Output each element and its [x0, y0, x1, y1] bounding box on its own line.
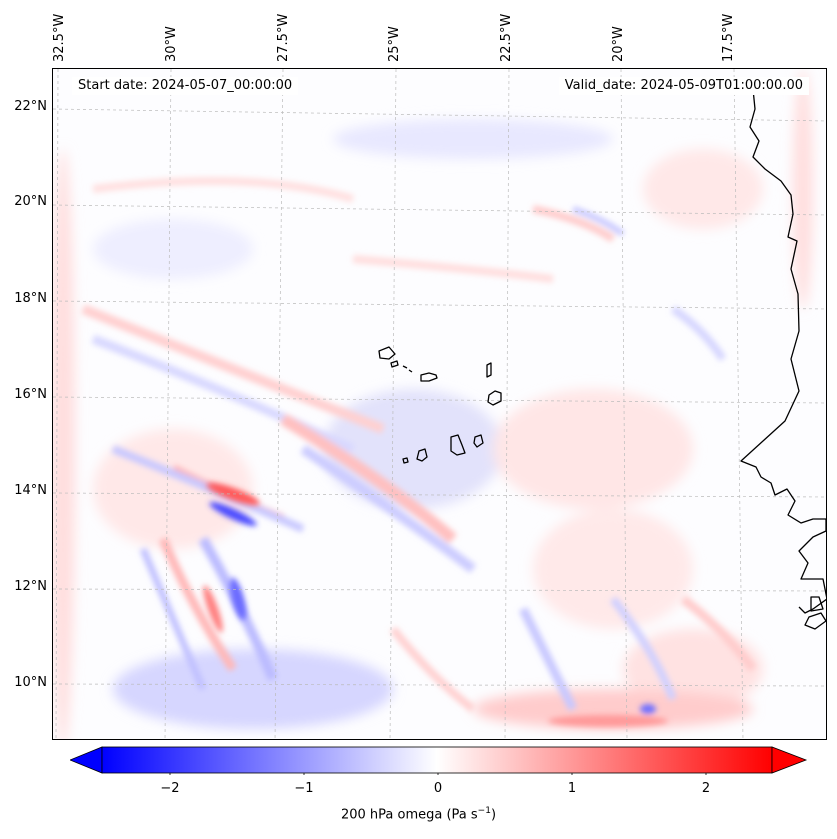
colorbar-label-suffix: ) — [490, 807, 497, 823]
map-panel — [52, 68, 827, 740]
lat-label-10n: 10°N — [14, 675, 47, 690]
colorbar — [70, 746, 808, 775]
lon-label-30w: 30°W — [164, 26, 179, 62]
omega-background-patches — [53, 69, 813, 739]
colorbar-label-prefix: 200 hPa omega (Pa s — [340, 807, 478, 823]
bissagos-coast — [804, 612, 826, 630]
omega-field-map — [53, 69, 826, 739]
cape-verde-boa-vista — [487, 390, 502, 406]
colorbar-tick-neg1: −1 — [294, 781, 314, 796]
lon-label-32-5w: 32.5°W — [52, 13, 67, 62]
colorbar-tick-neg2: −2 — [160, 781, 180, 796]
africa-coastline — [740, 88, 826, 614]
lon-label-17-5w: 17.5°W — [721, 13, 736, 62]
colorbar-extend-high — [771, 746, 808, 774]
colorbar-gradient — [101, 746, 773, 774]
lat-label-12n: 12°N — [14, 579, 47, 594]
colorbar-tick-1: 1 — [567, 781, 577, 796]
lat-label-16n: 16°N — [14, 387, 47, 402]
graticule — [53, 69, 826, 739]
cape-verde-maio — [473, 434, 484, 448]
cape-verde-brava — [402, 457, 409, 464]
valid-date-label: Valid_date: 2024-05-09T01:00:00.00 — [558, 77, 809, 95]
cape-verde-sal — [486, 362, 492, 378]
cape-verde-santiago — [450, 434, 466, 456]
colorbar-label: 200 hPa omega (Pa s−1) — [0, 806, 837, 822]
lon-label-27-5w: 27.5°W — [276, 13, 291, 62]
lat-label-14n: 14°N — [14, 483, 47, 498]
colorbar-tick-2: 2 — [701, 781, 711, 796]
coastlines — [378, 88, 826, 630]
colorbar-tick-0: 0 — [433, 781, 443, 796]
cape-verde-sao-nicolau — [420, 372, 438, 382]
cape-verde-fogo — [416, 448, 428, 462]
lon-label-25w: 25°W — [387, 26, 402, 62]
lat-label-20n: 20°N — [14, 194, 47, 209]
lon-label-22-5w: 22.5°W — [499, 13, 514, 62]
cape-verde-sao-vicente — [390, 360, 399, 368]
colorbar-extend-low — [70, 746, 103, 774]
cape-verde-santo-antao — [378, 346, 396, 360]
start-date-label: Start date: 2024-05-07_00:00:00 — [72, 77, 299, 95]
lon-label-20w: 20°W — [611, 26, 626, 62]
colorbar-label-exponent: −1 — [477, 806, 491, 816]
lat-label-18n: 18°N — [14, 291, 47, 306]
lat-label-22n: 22°N — [14, 99, 47, 114]
